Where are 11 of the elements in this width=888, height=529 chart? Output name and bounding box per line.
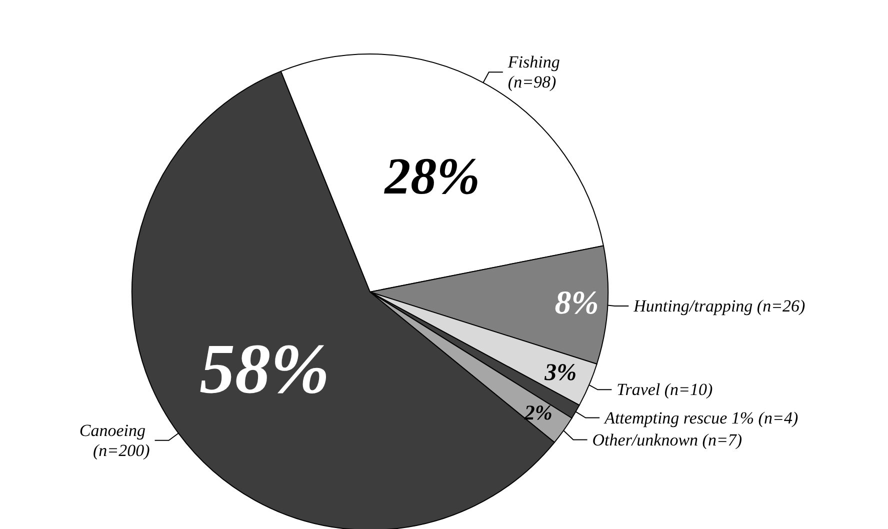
slice-label: Hunting/trapping (n=26) xyxy=(632,296,806,316)
data-label: 2% xyxy=(523,400,552,425)
data-label: 28% xyxy=(384,148,480,206)
data-label: 8% xyxy=(554,286,599,322)
slice-label: Travel (n=10) xyxy=(616,380,714,400)
data-label: 3% xyxy=(544,360,577,386)
slice-label: Canoeing (n=200) xyxy=(79,420,150,460)
data-label: 58% xyxy=(200,330,330,409)
slice-label: Fishing (n=98) xyxy=(506,52,564,92)
slice-label: Attempting rescue 1% (n=4) xyxy=(604,408,798,428)
slice-label: Other/unknown (n=7) xyxy=(592,430,742,450)
